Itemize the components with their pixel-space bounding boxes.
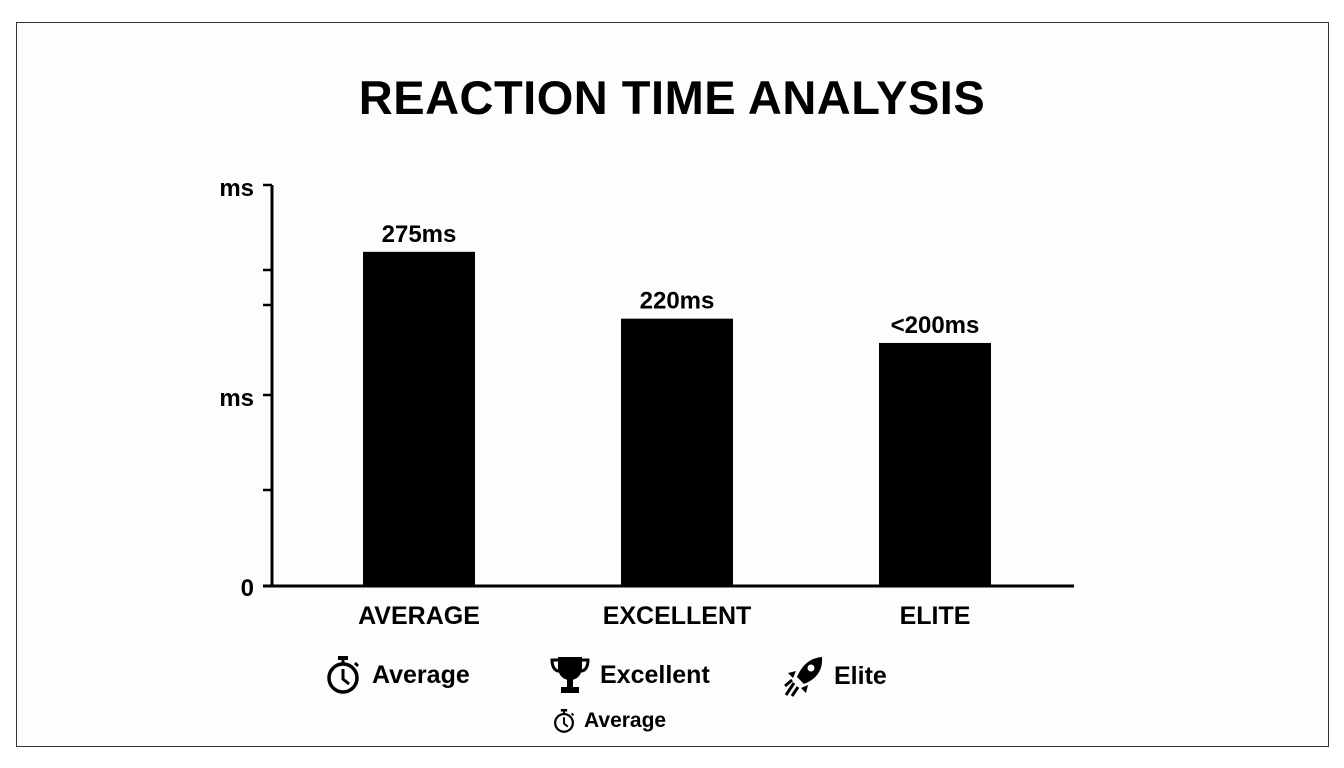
bar-elite: [879, 342, 991, 586]
bar-average: [363, 251, 475, 587]
x-tick-label: EXCELLENT: [603, 602, 752, 630]
legend-item-elite: Elite: [784, 655, 887, 697]
data-label: <200ms: [891, 312, 980, 339]
bar-excellent: [621, 318, 733, 586]
data-label: 220ms: [640, 288, 715, 315]
legend-label: Average: [372, 660, 470, 689]
data-label: 275ms: [382, 221, 457, 248]
stopwatch-icon: [554, 709, 575, 733]
chart-title: REACTION TIME ANALYSIS: [358, 71, 986, 124]
legend-item-average-secondary: Average: [552, 708, 666, 734]
stopwatch-icon: [327, 656, 360, 694]
legend-item-excellent: Excellent: [550, 655, 710, 695]
x-tick-label: AVERAGE: [358, 602, 480, 630]
legend-item-average: Average: [324, 655, 470, 695]
y-tick-label-top: ms: [219, 175, 254, 202]
y-tick-label-zero: 0: [241, 575, 254, 602]
legend-label: Elite: [834, 661, 887, 690]
rocket-icon: [784, 657, 823, 697]
x-tick-label: ELITE: [900, 602, 971, 630]
legend-label: Average: [584, 709, 667, 732]
y-tick-label-mid: ms: [219, 385, 254, 412]
legend-label: Excellent: [600, 660, 710, 689]
trophy-icon: [550, 657, 590, 693]
